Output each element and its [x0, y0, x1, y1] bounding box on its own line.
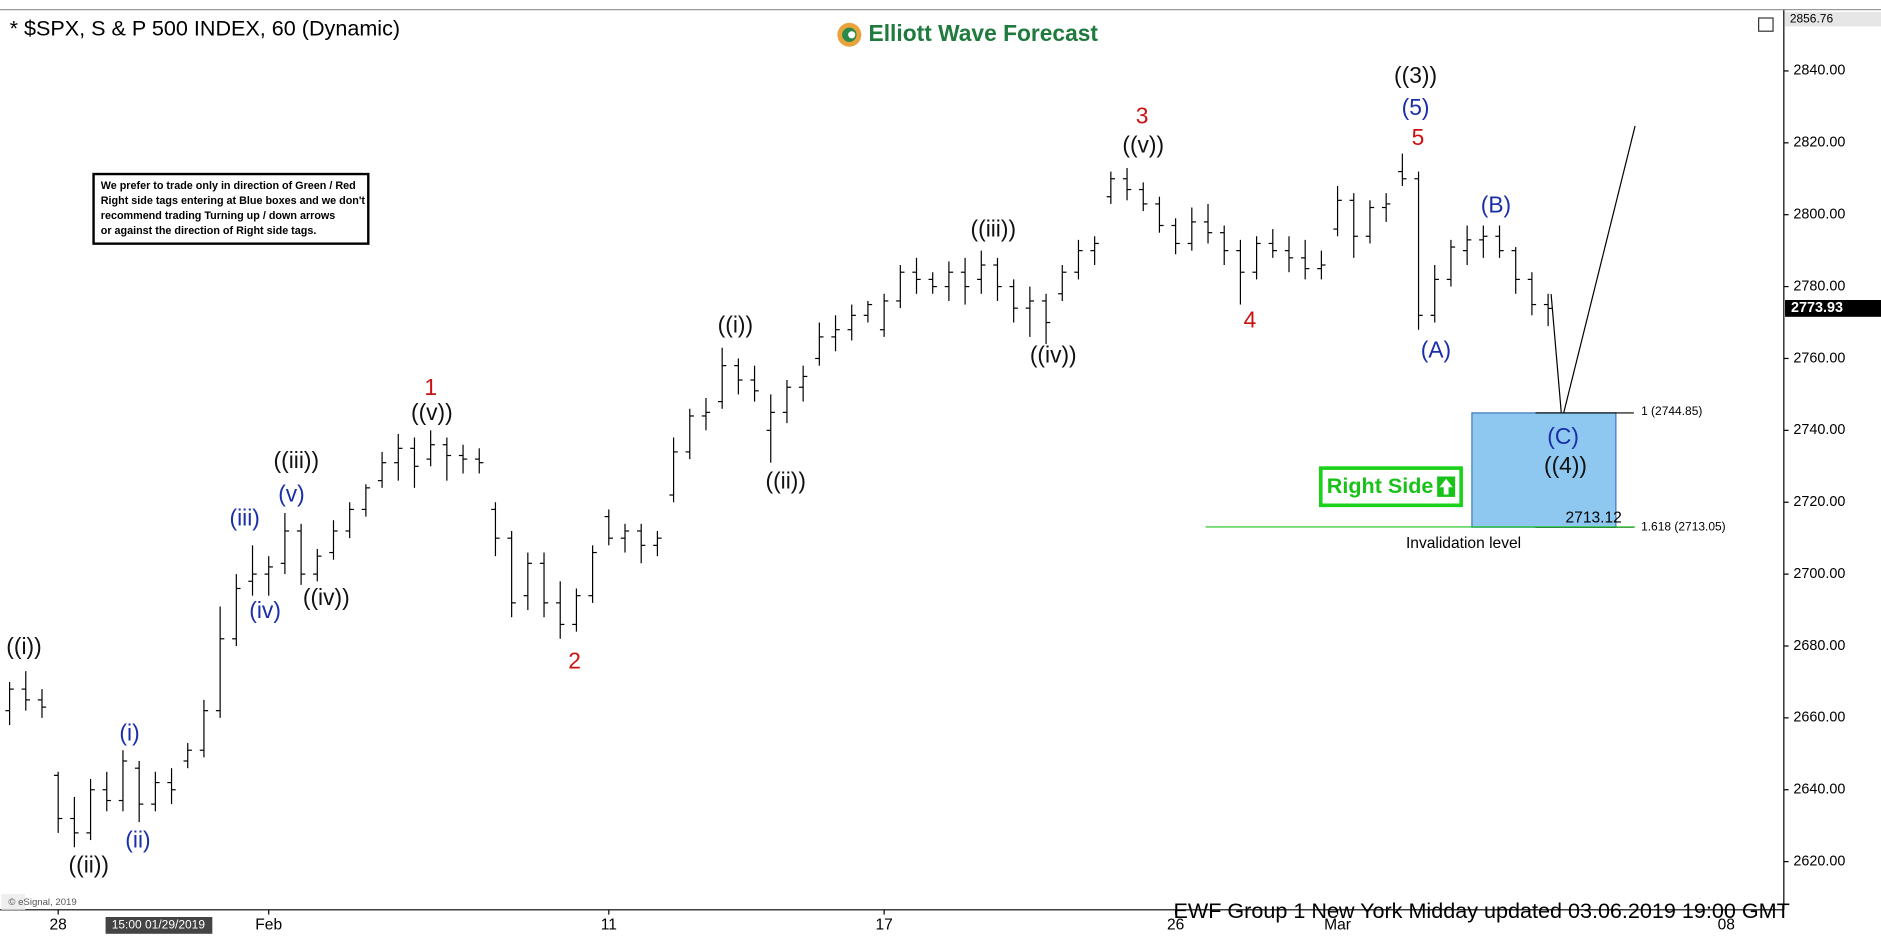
- wave-label: (B): [1481, 191, 1511, 217]
- wave-label: (5): [1402, 94, 1430, 120]
- copyright: © eSignal, 2019: [8, 897, 76, 908]
- y-tick-label: 2820.00: [1793, 135, 1845, 151]
- note-line: or against the direction of Right side t…: [101, 225, 317, 237]
- note-line: We prefer to trade only in direction of …: [101, 180, 356, 192]
- note-box: [92, 172, 370, 245]
- y-tick-label: 2700.00: [1793, 566, 1845, 582]
- dyn-tag: [1, 894, 26, 910]
- wave-label: 3: [1136, 103, 1149, 129]
- x-tick-label: 11: [601, 917, 617, 934]
- wave-label: ((4)): [1544, 452, 1587, 478]
- y-tick-label: 2760.00: [1793, 350, 1845, 366]
- last-price-label: 2773.93: [1791, 300, 1843, 316]
- x-tick-label: 26: [1167, 917, 1184, 934]
- fib-level-label: 1.618 (2713.05): [1641, 519, 1726, 533]
- y-tick-label: 2720.00: [1793, 494, 1845, 510]
- wave-label: ((iv)): [1030, 341, 1077, 367]
- wave-label: (iii): [230, 505, 260, 531]
- top-price-label: 2856.76: [1790, 11, 1834, 25]
- note-line: Right side tags entering at Blue boxes a…: [101, 195, 366, 207]
- wave-label: 5: [1412, 124, 1425, 150]
- projection-line: [1550, 294, 1563, 421]
- right-side-label: Right Side: [1327, 473, 1434, 498]
- y-tick-label: 2780.00: [1793, 278, 1845, 294]
- wave-label: ((v)): [1122, 131, 1164, 157]
- note-text: We prefer to trade only in direction of …: [101, 180, 366, 237]
- wave-label: (iv): [249, 597, 281, 623]
- top-price-box: [1785, 12, 1881, 27]
- right-side-arrow: [1439, 478, 1453, 495]
- wave-label: (A): [1421, 337, 1451, 363]
- y-tick-label: 2660.00: [1793, 710, 1845, 726]
- wave-label: (i): [119, 720, 139, 746]
- x-tick-label: 28: [50, 917, 67, 934]
- chart-title: * $SPX, S & P 500 INDEX, 60 (Dynamic): [10, 16, 400, 41]
- logo-icon-center: [848, 31, 856, 39]
- wave-label: (ii): [125, 826, 150, 852]
- wave-label: (v): [278, 481, 305, 507]
- y-tick-label: 2740.00: [1793, 422, 1845, 438]
- footer: EWF Group 1 New York Midday updated 03.0…: [1173, 898, 1789, 923]
- x-tick-label: 08: [1718, 917, 1735, 934]
- wave-label: 4: [1244, 307, 1257, 333]
- x-tick-label: Mar: [1324, 917, 1351, 934]
- wave-label: 2: [568, 648, 581, 674]
- y-tick-label: 2800.00: [1793, 207, 1845, 223]
- cursor-label: 15:00 01/29/2019: [112, 918, 206, 932]
- cursor-box: [105, 916, 213, 934]
- wave-label: ((iii)): [971, 215, 1017, 241]
- fib-level-label: 1 (2744.85): [1641, 404, 1702, 418]
- brand-name: Elliott Wave Forecast: [869, 20, 1099, 46]
- x-tick-label: 17: [875, 917, 892, 934]
- y-tick-label: 2840.00: [1793, 63, 1845, 79]
- wave-label: ((v)): [411, 399, 453, 425]
- wave-label: 1: [424, 374, 437, 400]
- wave-label: ((ii)): [69, 852, 109, 878]
- y-tick-label: 2680.00: [1793, 638, 1845, 654]
- wave-label: (C): [1547, 423, 1579, 449]
- y-tick-label: 2640.00: [1793, 782, 1845, 798]
- invalidation-value: 2713.12: [1566, 510, 1622, 527]
- x-tick-label: Feb: [255, 917, 282, 934]
- wave-label: ((3)): [1394, 62, 1437, 88]
- wave-label: ((iv)): [303, 584, 350, 610]
- brand-logo: [837, 22, 862, 47]
- projection-line: [1561, 125, 1636, 421]
- wave-label: ((i)): [6, 633, 41, 659]
- wave-label: ((iii)): [274, 447, 320, 473]
- last-price-box: [1785, 300, 1881, 317]
- invalidation-label: Invalidation level: [1406, 535, 1521, 552]
- note-line: recommend trading Turning up / down arro…: [101, 210, 336, 222]
- y-tick-label: 2620.00: [1793, 853, 1845, 869]
- wave-label: ((i)): [718, 311, 753, 337]
- window-icon: [1758, 17, 1774, 32]
- wave-label: ((ii)): [766, 468, 806, 494]
